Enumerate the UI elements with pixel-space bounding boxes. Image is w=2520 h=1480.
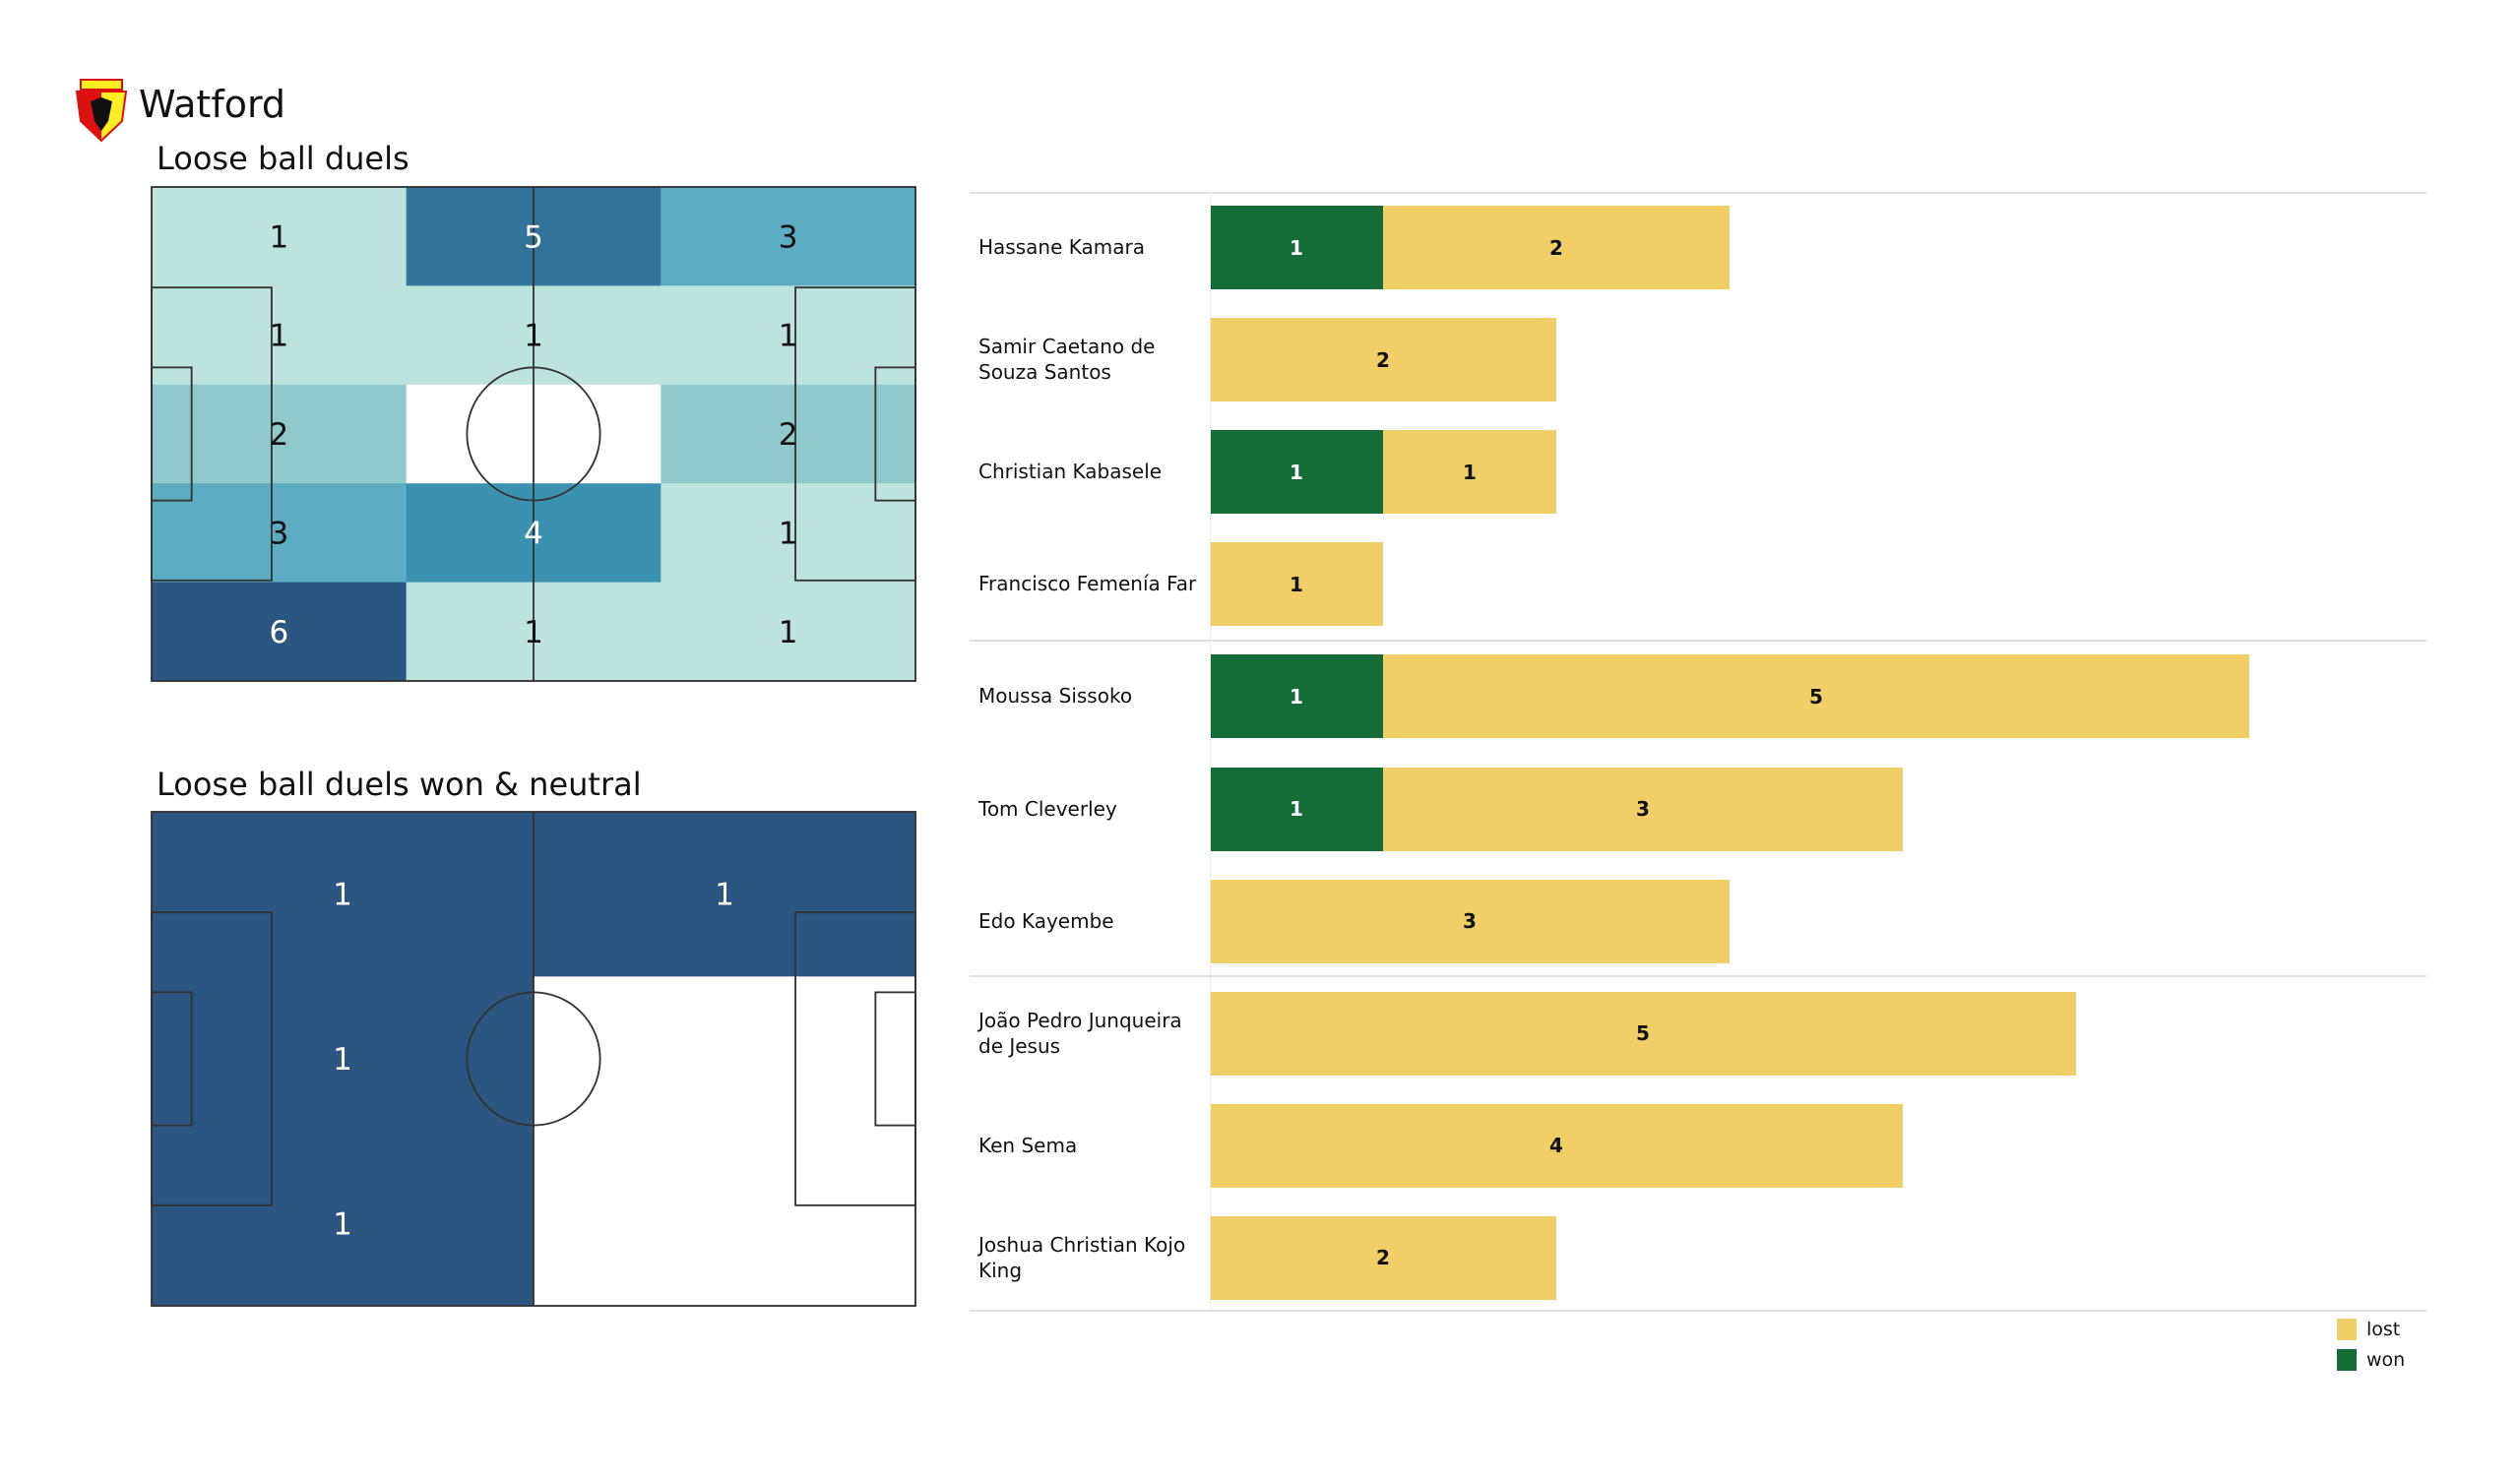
bar-lost: 2: [1383, 206, 1730, 289]
heat-cell-value: 2: [779, 417, 798, 453]
heat-cell: [152, 187, 408, 286]
bar-value: 3: [1636, 797, 1650, 821]
player-name: João Pedro Junqueira de Jesus: [978, 1008, 1182, 1058]
watford-logo-icon: [73, 78, 130, 143]
player-name: Joshua Christian Kojo King: [978, 1232, 1186, 1282]
bar-lost: 5: [1383, 654, 2249, 739]
heatmap-title-won-neutral: Loose ball duels won & neutral: [157, 766, 642, 803]
legend-won: won: [2337, 1349, 2405, 1371]
bar-value: 1: [1290, 684, 1303, 709]
heat-cell: [661, 582, 916, 682]
heat-cell: [152, 1141, 535, 1307]
bar-value: 5: [1809, 684, 1823, 709]
group-divider: [970, 1310, 2426, 1312]
heat-cell-value: 1: [779, 615, 798, 650]
six-yard-box-right: [874, 366, 916, 502]
group-divider: [970, 640, 2426, 642]
heat-cell-value: 1: [524, 319, 543, 354]
bar-won: 1: [1210, 430, 1383, 515]
player-name: Samir Caetano de Souza Santos: [978, 335, 1156, 385]
heat-cell: [152, 285, 408, 386]
bar-won: 1: [1210, 654, 1383, 739]
heat-cell-value: 1: [524, 615, 543, 650]
legend-lost: lost: [2337, 1319, 2400, 1340]
player-name: Edo Kayembe: [978, 908, 1114, 933]
bar-value: 1: [1463, 460, 1477, 484]
bar-won: 1: [1210, 206, 1383, 289]
heat-cell: [661, 285, 916, 386]
bar-value: 2: [1376, 347, 1390, 372]
bar-lost: 1: [1383, 430, 1556, 515]
six-yard-box-left: [151, 366, 193, 502]
heat-cell-value: 2: [269, 417, 288, 453]
heat-cell: [152, 812, 535, 977]
heat-cell: [534, 976, 916, 1142]
heat-cell-value: 1: [333, 1042, 352, 1078]
center-circle: [466, 366, 601, 502]
heat-cell: [152, 976, 535, 1142]
player-name: Christian Kabasele: [978, 460, 1163, 484]
heat-cell: [152, 483, 408, 583]
axis-line: [1210, 192, 1211, 1310]
heat-cell-value: 1: [269, 219, 288, 255]
bar-lost: 2: [1210, 1215, 1556, 1300]
heat-cell: [534, 1141, 916, 1307]
heat-cell-value: 1: [333, 878, 352, 913]
heat-cell-value: 1: [779, 516, 798, 551]
group-divider: [970, 975, 2426, 977]
bar-lost: 5: [1210, 991, 2076, 1076]
heat-cell-value: 1: [715, 878, 734, 913]
bar-lost: 3: [1210, 879, 1730, 963]
heat-cell: [152, 582, 408, 682]
bar-lost: 3: [1383, 767, 1903, 851]
bar-value: 4: [1549, 1134, 1563, 1158]
heat-cell: [661, 384, 916, 484]
group-divider: [970, 192, 2426, 194]
player-name: Moussa Sissoko: [978, 684, 1133, 709]
pitch-heatmap-won-neutral: 1 1 1 1: [151, 811, 916, 1307]
bar-won: 1: [1210, 767, 1383, 851]
heat-cell-value: 3: [779, 219, 798, 255]
bar-value: 2: [1376, 1246, 1390, 1270]
heat-cell-value: 4: [524, 516, 543, 551]
heat-cell: [152, 384, 408, 484]
heat-cell-value: 3: [269, 516, 288, 551]
player-name: Francisco Femenía Far: [978, 572, 1197, 596]
bar-lost: 2: [1210, 318, 1556, 402]
heatmap-title-loose-ball-duels: Loose ball duels: [157, 140, 410, 177]
bar-value: 1: [1290, 572, 1303, 596]
heat-cell: [661, 187, 916, 286]
heat-cell-value: 1: [269, 319, 288, 354]
legend-swatch-won: [2337, 1349, 2357, 1371]
bar-value: 1: [1290, 235, 1303, 260]
bar-value: 1: [1290, 797, 1303, 821]
bar-lost: 4: [1210, 1103, 1903, 1188]
heat-cell-value: 6: [269, 615, 288, 650]
center-circle: [466, 991, 601, 1127]
heat-cell: [534, 812, 916, 977]
bar-value: 3: [1463, 909, 1477, 934]
legend-label: won: [2366, 1349, 2406, 1371]
bar-lost: 1: [1210, 542, 1383, 627]
legend-label: lost: [2366, 1319, 2401, 1340]
bar-value: 1: [1290, 460, 1303, 484]
heat-cell-value: 5: [524, 219, 543, 255]
bar-value: 2: [1549, 235, 1563, 260]
heat-cell-value: 1: [779, 319, 798, 354]
heat-cell-value: 1: [333, 1206, 352, 1242]
bar-value: 5: [1636, 1021, 1650, 1046]
six-yard-box-right: [874, 991, 916, 1127]
six-yard-box-left: [151, 991, 193, 1127]
player-name: Ken Sema: [978, 1133, 1078, 1157]
legend-swatch-lost: [2337, 1319, 2357, 1340]
player-name: Tom Cleverley: [978, 796, 1117, 821]
player-name: Hassane Kamara: [978, 235, 1145, 259]
heat-cell: [661, 483, 916, 583]
team-title: Watford: [139, 83, 286, 126]
